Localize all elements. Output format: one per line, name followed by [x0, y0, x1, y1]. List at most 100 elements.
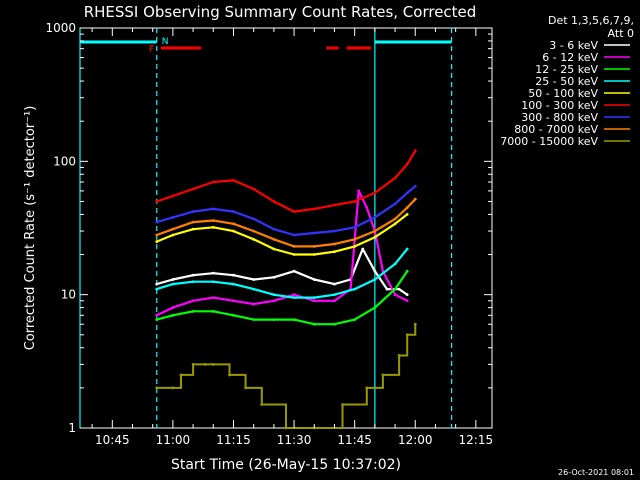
data-point	[292, 318, 296, 322]
data-point	[333, 299, 336, 303]
data-point	[191, 273, 195, 277]
data-point	[252, 287, 256, 291]
legend-label: 12 - 25 keV	[535, 63, 598, 76]
data-point	[397, 287, 401, 291]
data-point	[413, 149, 417, 153]
data-point	[155, 287, 159, 291]
data-point	[312, 299, 316, 303]
data-point	[405, 269, 409, 273]
data-point	[244, 386, 248, 390]
data-point	[272, 200, 276, 203]
data-point	[312, 207, 316, 211]
marker-layer: FN	[79, 28, 453, 428]
chart-title: RHESSI Observing Summary Count Rates, Co…	[84, 3, 477, 21]
data-point	[191, 187, 195, 191]
legend-label: 100 - 300 keV	[521, 99, 598, 112]
x-tick-label: 12:15	[459, 433, 494, 447]
data-point	[272, 237, 276, 241]
data-point	[292, 245, 296, 248]
data-point	[191, 280, 195, 284]
data-point	[252, 229, 256, 233]
data-point	[333, 229, 336, 233]
x-axis-label: Start Time (26-May-15 10:37:02)	[171, 457, 401, 473]
y-tick-label: 1	[68, 421, 76, 435]
series-line	[156, 270, 409, 326]
x-tick-label: 10:45	[95, 433, 130, 447]
data-point	[171, 306, 175, 309]
data-point	[333, 203, 336, 207]
data-point	[393, 262, 397, 266]
data-point	[272, 318, 276, 322]
data-point	[155, 282, 159, 286]
data-point	[393, 293, 397, 297]
legend-header-line-2: Att 0	[608, 27, 634, 40]
data-point	[228, 373, 231, 377]
data-point	[405, 191, 409, 195]
data-point	[405, 293, 409, 297]
data-point	[312, 322, 316, 326]
series-line	[156, 248, 409, 299]
x-tick-label: 11:15	[216, 433, 251, 447]
data-point	[272, 247, 276, 251]
data-point	[353, 245, 357, 248]
data-point	[171, 386, 175, 390]
data-point	[413, 197, 417, 201]
data-point	[211, 296, 215, 300]
data-point	[373, 191, 377, 195]
data-point	[353, 287, 357, 291]
data-point	[292, 210, 296, 213]
data-point	[353, 318, 357, 322]
data-point	[211, 219, 215, 222]
data-point	[292, 269, 296, 273]
data-point	[252, 318, 256, 322]
data-point	[155, 220, 159, 224]
data-point	[171, 282, 175, 286]
data-point	[393, 287, 397, 291]
legend-label: 6 - 12 keV	[542, 51, 598, 64]
legend-label: 300 - 800 keV	[521, 111, 598, 124]
data-point	[155, 200, 159, 203]
data-point	[252, 187, 256, 191]
legend-label: 7000 - 15000 keV	[500, 135, 598, 148]
data-point	[365, 386, 369, 390]
data-point	[292, 253, 296, 256]
data-point	[357, 189, 361, 193]
data-point	[365, 206, 369, 209]
data-point	[155, 240, 159, 244]
x-tick-label: 12:00	[398, 433, 433, 447]
data-point	[393, 217, 397, 221]
data-point	[191, 210, 195, 213]
data-point	[405, 299, 409, 303]
data-point	[272, 227, 276, 231]
data-point	[171, 215, 175, 219]
data-point	[155, 233, 159, 237]
data-point	[373, 215, 377, 219]
legend-label: 800 - 7000 keV	[514, 123, 598, 136]
data-point	[405, 162, 409, 166]
data-point	[260, 403, 264, 406]
data-point	[272, 293, 276, 297]
data-point	[405, 212, 409, 216]
data-point	[284, 426, 288, 430]
data-point	[272, 299, 276, 303]
data-point	[211, 207, 215, 211]
data-point	[413, 322, 417, 326]
data-point	[373, 235, 377, 239]
data-point	[203, 362, 207, 366]
data-point	[252, 302, 256, 306]
y-tick-label: 100	[53, 154, 76, 168]
data-point	[211, 362, 215, 366]
data-point	[191, 227, 195, 231]
data-point	[252, 278, 256, 281]
data-point	[393, 222, 397, 226]
y-tick-label: 10	[61, 288, 76, 302]
data-point	[312, 231, 316, 235]
data-point	[312, 296, 316, 300]
data-point	[232, 229, 235, 233]
data-point	[353, 237, 357, 241]
data-point	[211, 180, 215, 184]
series-layer	[155, 149, 417, 430]
data-point	[171, 194, 175, 198]
data-point	[171, 227, 175, 231]
